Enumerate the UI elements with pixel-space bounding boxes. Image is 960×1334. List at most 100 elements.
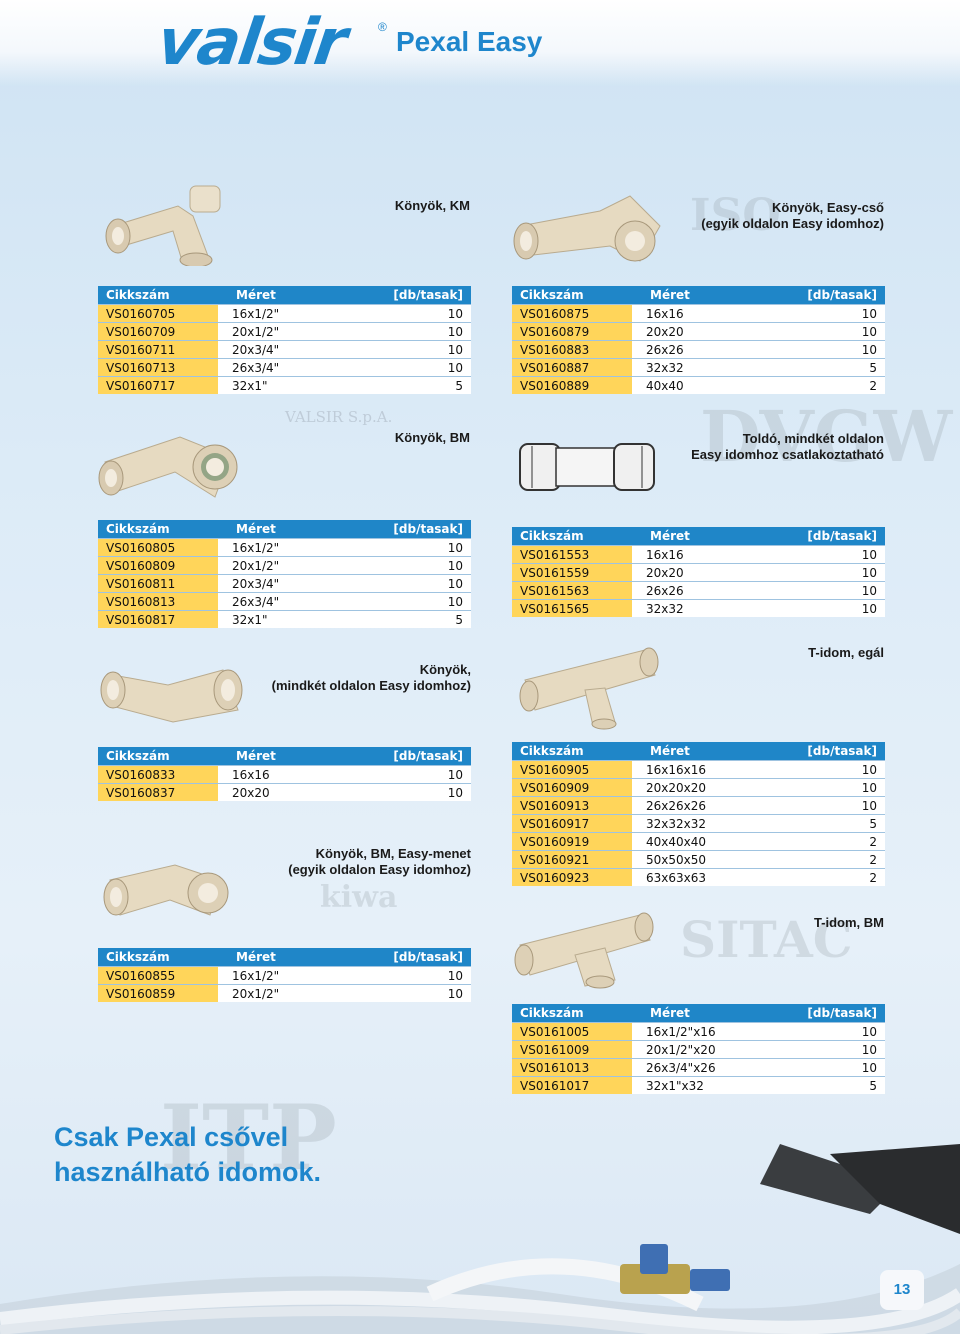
table-row: VS0161017 32x1"x32 5 — [512, 1076, 885, 1094]
code-cell: VS0161565 — [512, 599, 632, 617]
elbow-km-image — [105, 185, 221, 266]
qty-cell: 10 — [364, 765, 471, 784]
size-cell: 16x16x16 — [632, 760, 778, 779]
caption-konyok-easy-cso: Könyök, Easy-cső (egyik oldalon Easy ido… — [660, 200, 884, 232]
size-cell: 32x1" — [218, 610, 364, 628]
size-cell: 16x1/2"x16 — [632, 1022, 778, 1041]
table-row: VS0161563 26x26 10 — [512, 581, 885, 600]
table-row: VS0161565 32x32 10 — [512, 599, 885, 617]
size-cell: 26x3/4"x26 — [632, 1058, 778, 1077]
table-row: VS0160709 20x1/2" 10 — [98, 322, 471, 341]
caption-line2: (mindkét oldalon Easy idomhoz) — [271, 678, 471, 693]
code-cell: VS0160817 — [98, 610, 218, 628]
qty-cell: 5 — [778, 1076, 885, 1094]
size-cell: 32x1"x32 — [632, 1076, 778, 1094]
code-cell: VS0160905 — [512, 760, 632, 779]
table-row: VS0160887 32x32 5 — [512, 358, 885, 377]
size-cell: 40x40x40 — [632, 832, 778, 851]
caption-konyok-mindket: Könyök, (mindkét oldalon Easy idomhoz) — [240, 662, 471, 694]
size-cell: 63x63x63 — [632, 868, 778, 886]
size-cell: 20x1/2" — [218, 322, 364, 341]
column-header-qty: [db/tasak] — [364, 520, 471, 539]
size-cell: 20x20x20 — [632, 778, 778, 797]
code-cell: VS0161005 — [512, 1022, 632, 1041]
qty-cell: 10 — [364, 556, 471, 575]
column-header-qty: [db/tasak] — [778, 286, 885, 305]
column-header-code: Cikkszám — [512, 1004, 632, 1023]
column-header-size: Méret — [632, 1004, 778, 1023]
qty-cell: 10 — [364, 783, 471, 801]
table-row: VS0161553 16x16 10 — [512, 545, 885, 564]
qty-cell: 10 — [364, 574, 471, 593]
size-cell: 26x26x26 — [632, 796, 778, 815]
caption-konyok-bm: Könyök, BM — [300, 430, 470, 446]
size-cell: 16x1/2" — [218, 538, 364, 557]
coupling-image — [519, 443, 655, 491]
code-cell: VS0160909 — [512, 778, 632, 797]
column-header-size: Méret — [632, 286, 778, 305]
size-cell: 20x1/2" — [218, 984, 364, 1002]
column-header-code: Cikkszám — [98, 747, 218, 766]
product-line-title: Pexal Easy — [396, 26, 543, 57]
code-cell: VS0160813 — [98, 592, 218, 611]
column-header-code: Cikkszám — [98, 286, 218, 305]
table-konyok-bm: Cikkszám Méret [db/tasak] VS0160805 16x1/… — [98, 520, 471, 628]
code-cell: VS0160919 — [512, 832, 632, 851]
size-cell: 20x3/4" — [218, 574, 364, 593]
caption-konyok-bm-easy-menet: Könyök, BM, Easy-menet (egyik oldalon Ea… — [240, 846, 471, 878]
table-row: VS0160889 40x40 2 — [512, 376, 885, 394]
table-row: VS0160809 20x1/2" 10 — [98, 556, 471, 575]
watermark-valsir-spa: VALSIR S.p.A. — [285, 408, 393, 426]
qty-cell: 5 — [364, 376, 471, 394]
code-cell: VS0161553 — [512, 545, 632, 564]
page-header — [0, 0, 960, 86]
size-cell: 20x1/2" — [218, 556, 364, 575]
code-cell: VS0161009 — [512, 1040, 632, 1059]
size-cell: 50x50x50 — [632, 850, 778, 869]
elbow-easy-both-image — [100, 669, 243, 723]
slogan-line2: használható idomok. — [54, 1157, 322, 1187]
code-cell: VS0160887 — [512, 358, 632, 377]
table-row: VS0160909 20x20x20 10 — [512, 778, 885, 797]
qty-cell: 2 — [778, 850, 885, 869]
column-header-qty: [db/tasak] — [364, 948, 471, 967]
code-cell: VS0160917 — [512, 814, 632, 833]
table-row: VS0160917 32x32x32 5 — [512, 814, 885, 833]
code-cell: VS0160805 — [98, 538, 218, 557]
code-cell: VS0160809 — [98, 556, 218, 575]
column-header-code: Cikkszám — [512, 742, 632, 761]
qty-cell: 2 — [778, 832, 885, 851]
caption-line1: Könyök, KM — [394, 198, 470, 213]
column-header-qty: [db/tasak] — [778, 527, 885, 546]
size-cell: 20x20 — [632, 563, 778, 582]
page-number: 13 — [880, 1270, 924, 1310]
qty-cell: 5 — [364, 610, 471, 628]
qty-cell: 10 — [364, 304, 471, 323]
table-konyok-mindket: Cikkszám Méret [db/tasak] VS0160833 16x16… — [98, 747, 471, 801]
caption-line2: (egyik oldalon Easy idomhoz) — [288, 862, 471, 877]
caption-line1: T-idom, egál — [808, 645, 884, 660]
table-row: VS0160919 40x40x40 2 — [512, 832, 885, 851]
qty-cell: 10 — [778, 322, 885, 341]
qty-cell: 10 — [778, 304, 885, 323]
qty-cell: 2 — [778, 376, 885, 394]
table-row: VS0160833 16x16 10 — [98, 765, 471, 784]
code-cell: VS0161017 — [512, 1076, 632, 1094]
table-row: VS0160905 16x16x16 10 — [512, 760, 885, 779]
qty-cell: 10 — [778, 778, 885, 797]
table-row: VS0160859 20x1/2" 10 — [98, 984, 471, 1002]
table-row: VS0160817 32x1" 5 — [98, 610, 471, 628]
size-cell: 32x32 — [632, 358, 778, 377]
caption-line1: Könyök, BM, Easy-menet — [315, 846, 471, 861]
tee-bm-image — [514, 912, 654, 989]
qty-cell: 10 — [778, 796, 885, 815]
table-row: VS0160855 16x1/2" 10 — [98, 966, 471, 985]
code-cell: VS0160913 — [512, 796, 632, 815]
table-t-idom-bm: Cikkszám Méret [db/tasak] VS0161005 16x1/… — [512, 1004, 885, 1094]
size-cell: 32x32 — [632, 599, 778, 617]
qty-cell: 2 — [778, 868, 885, 886]
size-cell: 20x20 — [632, 322, 778, 341]
elbow-bm-easy-menet-image — [103, 864, 229, 916]
size-cell: 26x26 — [632, 340, 778, 359]
table-row: VS0161013 26x3/4"x26 10 — [512, 1058, 885, 1077]
